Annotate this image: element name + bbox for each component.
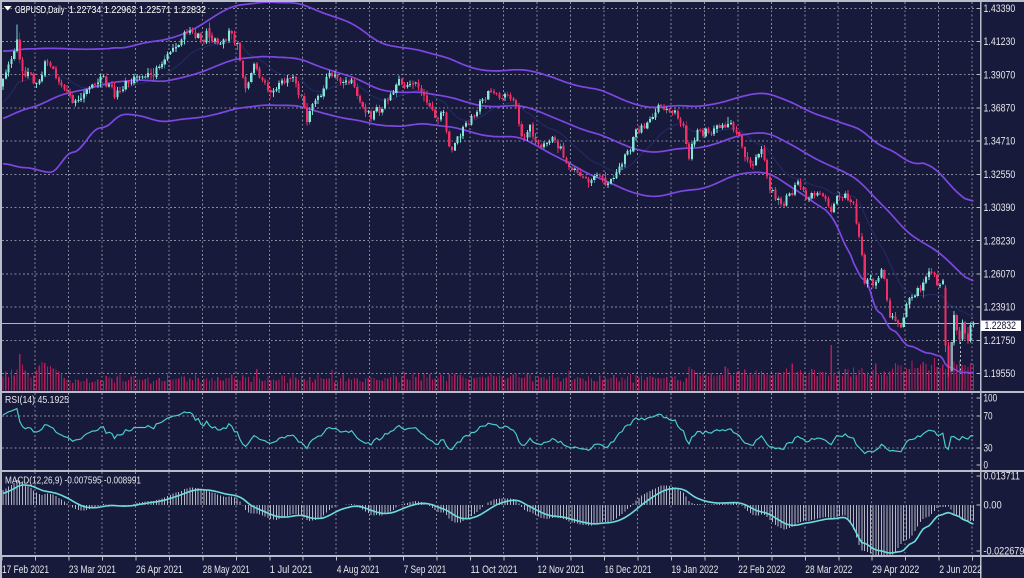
svg-text:1.43390: 1.43390 [984,3,1016,15]
svg-text:1 Jul 2021: 1 Jul 2021 [270,564,313,576]
svg-text:1.30390: 1.30390 [984,202,1016,214]
svg-text:28 May 2021: 28 May 2021 [203,564,250,576]
svg-text:1.19550: 1.19550 [984,368,1016,380]
svg-text:29 Apr 2022: 29 Apr 2022 [872,564,919,576]
svg-text:100: 100 [984,393,998,405]
svg-text:23 Mar 2021: 23 Mar 2021 [69,564,116,576]
svg-text:30: 30 [984,443,993,455]
svg-text:17 Feb 2021: 17 Feb 2021 [2,564,49,576]
svg-text:26 Apr 2021: 26 Apr 2021 [136,564,183,576]
svg-text:GBPUSD,Daily: GBPUSD,Daily [15,5,65,16]
svg-text:1.34710: 1.34710 [984,136,1016,148]
svg-text:1.28230: 1.28230 [984,235,1016,247]
svg-text:1.22734 1.22962 1.22571 1.2283: 1.22734 1.22962 1.22571 1.22832 [69,5,206,16]
svg-text:4 Aug 2021: 4 Aug 2021 [337,564,380,576]
svg-text:12 Nov 2021: 12 Nov 2021 [538,564,585,576]
svg-text:1.41230: 1.41230 [984,36,1016,48]
svg-text:MACD(12,26,9) -0.007595 -0.008: MACD(12,26,9) -0.007595 -0.008991 [5,476,141,487]
svg-text:1.22832: 1.22832 [985,320,1017,332]
svg-text:1.21750: 1.21750 [984,335,1016,347]
svg-text:22 Feb 2022: 22 Feb 2022 [738,564,785,576]
svg-text:7 Sep 2021: 7 Sep 2021 [404,564,447,576]
svg-text:0.00: 0.00 [984,500,1002,512]
svg-text:RSI(14) 45.1925: RSI(14) 45.1925 [5,395,69,406]
svg-text:28 Mar 2022: 28 Mar 2022 [805,564,852,576]
svg-text:70: 70 [984,411,993,423]
svg-text:1.32550: 1.32550 [984,169,1016,181]
svg-text:1.23910: 1.23910 [984,302,1016,314]
svg-text:1.39070: 1.39070 [984,69,1016,81]
svg-text:16 Dec 2021: 16 Dec 2021 [605,564,652,576]
svg-text:-0.022679: -0.022679 [984,546,1024,558]
svg-text:0: 0 [984,460,989,472]
svg-text:1.36870: 1.36870 [984,103,1016,115]
svg-text:2 Jun 2022: 2 Jun 2022 [939,564,982,576]
svg-text:1.26070: 1.26070 [984,269,1016,281]
svg-text:11 Oct 2021: 11 Oct 2021 [471,564,518,576]
svg-text:19 Jan 2022: 19 Jan 2022 [671,564,718,576]
svg-text:0.013711: 0.013711 [984,471,1020,483]
